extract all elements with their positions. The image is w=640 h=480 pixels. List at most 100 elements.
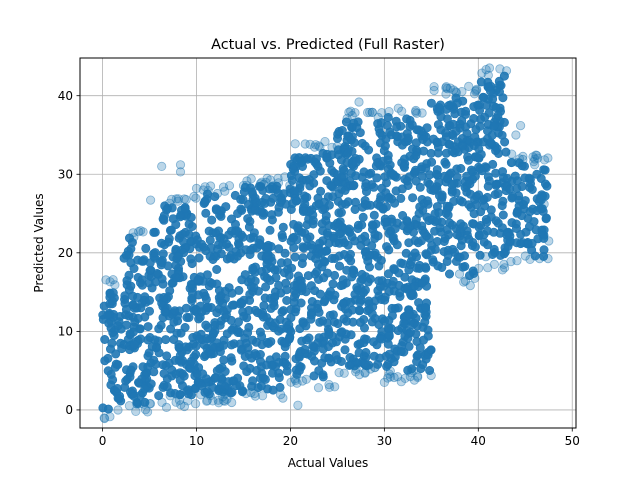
scatter-point [507,149,517,159]
scatter-point [435,100,445,110]
scatter-point [278,233,288,243]
scatter-point [358,212,368,222]
scatter-point [322,176,332,186]
scatter-point [474,100,484,110]
scatter-point [426,370,436,381]
scatter-point [289,186,299,196]
scatter-point [470,273,480,283]
scatter-point [483,263,493,273]
scatter-point [520,173,530,183]
scatter-point [474,144,484,154]
scatter-point [493,189,503,199]
scatter-point [417,171,427,181]
scatter-point [474,263,484,273]
scatter-point [219,355,229,365]
scatter-point [128,300,138,310]
scatter-point [502,230,512,240]
scatter-point [324,379,334,390]
scatter-point [128,312,138,322]
scatter-point [288,164,298,174]
scatter-point [176,328,186,338]
scatter-point [318,316,328,326]
scatter-point [405,151,415,161]
scatter-point [396,346,406,356]
scatter-point [205,251,215,261]
scatter-point [532,169,542,179]
scatter-point [457,197,467,207]
scatter-point [219,340,229,350]
scatter-point [273,207,283,217]
scatter-point [423,331,433,341]
scatter-point [215,364,225,374]
scatter-point [350,205,360,215]
scatter-point [356,276,366,286]
scatter-point [355,339,365,349]
scatter-point [292,235,302,245]
scatter-point [109,293,119,303]
scatter-point [301,321,311,331]
scatter-point [491,103,501,113]
y-tick-label: 0 [65,403,73,417]
scatter-point [244,222,254,232]
scatter-point [262,259,272,269]
scatter-point [457,116,467,126]
scatter-point [457,134,467,144]
scatter-point [315,166,325,176]
scatter-point [248,265,258,275]
scatter-point [257,177,267,187]
scatter-point [448,119,458,129]
scatter-point [443,250,453,260]
scatter-point [319,273,329,283]
scatter-point [274,326,284,336]
scatter-point [196,390,206,400]
scatter-point [380,218,390,228]
scatter-point [261,282,271,292]
scatter-point [412,336,422,346]
scatter-point [479,93,489,103]
scatter-point [228,300,238,310]
scatter-point [234,285,244,295]
scatter-point [501,66,512,76]
scatter-point [497,130,507,140]
scatter-point [311,154,321,164]
scatter-point [249,283,259,293]
scatter-point [298,207,308,217]
scatter-point [325,310,335,320]
scatter-point [498,196,508,206]
scatter-point [342,113,352,124]
scatter-point [418,135,428,145]
scatter-point [131,406,141,416]
scatter-point [481,65,491,75]
scatter-point [351,157,361,167]
scatter-point [414,298,424,308]
scatter-point [318,226,328,236]
scatter-point [289,297,299,307]
scatter-point [392,372,403,382]
scatter-point [491,180,501,190]
scatter-point [421,302,431,312]
scatter-point [339,250,349,260]
scatter-point [337,126,347,136]
scatter-point [274,368,284,378]
scatter-point [207,278,217,288]
scatter-point [442,201,452,211]
scatter-point [224,230,234,240]
scatter-point [239,295,249,305]
scatter-point [444,269,454,279]
scatter-point [499,259,509,269]
scatter-point [397,184,407,194]
scatter-point [403,224,413,234]
scatter-point [212,188,222,199]
scatter-point [465,189,475,199]
scatter-point [145,306,155,316]
scatter-point [497,167,507,177]
scatter-point [466,202,476,212]
scatter-point [175,160,186,170]
scatter-point [121,320,131,330]
scatter-point [216,291,226,301]
scatter-point [187,222,197,232]
scatter-point [143,322,153,332]
scatter-point [197,239,207,249]
x-tick-label: 10 [189,434,204,448]
scatter-point [211,228,221,238]
